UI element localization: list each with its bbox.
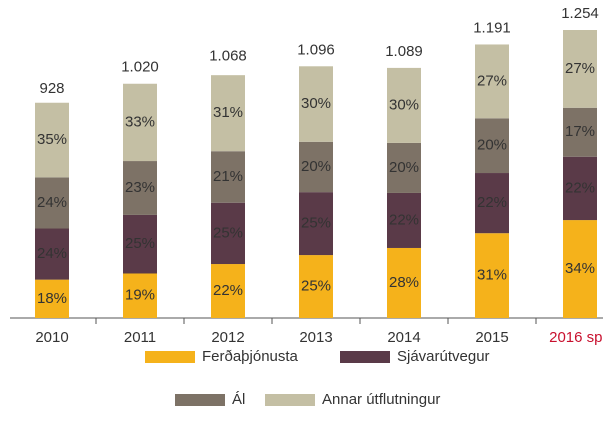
total-label: 1.096 <box>297 41 335 58</box>
bar-segment <box>35 279 69 318</box>
bar-segment <box>563 30 597 108</box>
data-label: 19% <box>125 287 155 304</box>
x-tick-label: 2010 <box>35 329 68 346</box>
bar-segment <box>299 255 333 318</box>
data-label: 20% <box>301 158 331 175</box>
bar-segment <box>211 202 245 265</box>
bar-segment <box>475 118 509 174</box>
bar-segment <box>211 151 245 203</box>
x-tick-label: 2012 <box>211 329 244 346</box>
bar-segment <box>299 192 333 256</box>
data-label: 22% <box>477 194 507 211</box>
x-tick-label: 2015 <box>475 329 508 346</box>
legend-swatch <box>145 351 195 363</box>
bar-segment <box>563 107 597 157</box>
x-tick-label: 2011 <box>124 329 156 346</box>
bar-segment <box>211 75 245 152</box>
x-tick-label: 2016 spá <box>549 329 603 346</box>
total-label: 928 <box>39 80 64 97</box>
legend-swatch <box>265 394 315 406</box>
data-label: 18% <box>37 290 67 307</box>
legend-label: Sjávarútvegur <box>397 348 490 365</box>
legend-swatch <box>340 351 390 363</box>
total-label: 1.254 <box>561 5 599 22</box>
legend-label: Annar útflutningur <box>322 391 440 408</box>
bar-segment <box>123 214 157 274</box>
data-label: 22% <box>213 282 243 299</box>
bar-segment <box>123 83 157 162</box>
data-label: 24% <box>37 194 67 211</box>
data-label: 31% <box>213 104 243 121</box>
data-label: 23% <box>125 179 155 196</box>
total-label: 1.089 <box>385 43 423 60</box>
data-label: 20% <box>477 137 507 154</box>
bar-segment <box>475 44 509 119</box>
bar-segment <box>387 192 421 248</box>
data-label: 25% <box>125 235 155 252</box>
bar-segment <box>35 228 69 280</box>
data-label: 21% <box>213 168 243 185</box>
bar-segment <box>299 66 333 142</box>
bar-segment <box>35 102 69 178</box>
data-label: 27% <box>477 72 507 89</box>
data-label: 31% <box>477 267 507 284</box>
legend-label: Ferðaþjónusta <box>202 348 299 365</box>
data-label: 30% <box>389 96 419 113</box>
data-label: 27% <box>565 60 595 77</box>
total-label: 1.020 <box>121 59 159 76</box>
data-label: 20% <box>389 159 419 176</box>
legend-swatch <box>175 394 225 406</box>
data-label: 25% <box>301 215 331 232</box>
data-label: 30% <box>301 95 331 112</box>
bar-segment <box>387 142 421 193</box>
bar-segment <box>475 173 509 234</box>
legend-label: Ál <box>232 391 245 408</box>
x-tick-label: 2013 <box>299 329 332 346</box>
data-label: 22% <box>565 179 595 196</box>
data-label: 22% <box>389 211 419 228</box>
bar-segment <box>35 177 69 229</box>
bar-segment <box>211 264 245 318</box>
bar-segment <box>387 247 421 318</box>
bar-segment <box>563 156 597 221</box>
total-label: 1.191 <box>473 19 511 36</box>
total-label: 1.068 <box>209 48 247 65</box>
data-label: 34% <box>565 260 595 277</box>
data-label: 24% <box>37 245 67 262</box>
bar-segment <box>387 67 421 143</box>
bar-segment <box>299 141 333 193</box>
data-label: 33% <box>125 113 155 130</box>
data-label: 28% <box>389 274 419 291</box>
bar-segment <box>123 161 157 215</box>
data-label: 17% <box>565 123 595 140</box>
bar-segment <box>563 220 597 318</box>
data-label: 35% <box>37 131 67 148</box>
data-label: 25% <box>213 224 243 241</box>
x-tick-label: 2014 <box>387 329 420 346</box>
data-label: 25% <box>301 278 331 295</box>
bar-segment <box>123 273 157 318</box>
bar-segment <box>475 233 509 318</box>
